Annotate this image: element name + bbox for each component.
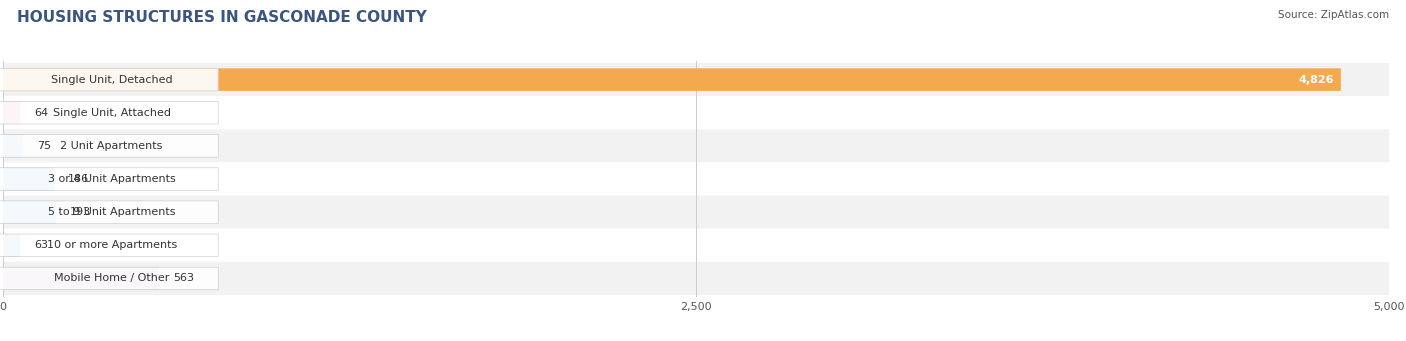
FancyBboxPatch shape — [3, 135, 24, 157]
FancyBboxPatch shape — [3, 102, 21, 124]
FancyBboxPatch shape — [3, 229, 1389, 262]
FancyBboxPatch shape — [0, 201, 218, 223]
FancyBboxPatch shape — [3, 196, 1389, 229]
Text: 63: 63 — [34, 240, 48, 250]
Text: 10 or more Apartments: 10 or more Apartments — [46, 240, 177, 250]
FancyBboxPatch shape — [3, 68, 1341, 91]
Text: 186: 186 — [69, 174, 90, 184]
FancyBboxPatch shape — [0, 267, 218, 290]
Text: 75: 75 — [38, 141, 52, 151]
FancyBboxPatch shape — [3, 63, 1389, 96]
Text: 5 to 9 Unit Apartments: 5 to 9 Unit Apartments — [48, 207, 176, 217]
Text: 563: 563 — [173, 273, 194, 283]
FancyBboxPatch shape — [3, 234, 20, 256]
FancyBboxPatch shape — [3, 162, 1389, 196]
Text: 2 Unit Apartments: 2 Unit Apartments — [60, 141, 163, 151]
Text: Mobile Home / Other: Mobile Home / Other — [53, 273, 169, 283]
FancyBboxPatch shape — [3, 96, 1389, 129]
FancyBboxPatch shape — [0, 102, 218, 124]
FancyBboxPatch shape — [3, 201, 56, 223]
FancyBboxPatch shape — [3, 168, 55, 190]
FancyBboxPatch shape — [0, 135, 218, 157]
FancyBboxPatch shape — [0, 168, 218, 190]
FancyBboxPatch shape — [3, 267, 159, 290]
Text: 4,826: 4,826 — [1299, 75, 1334, 85]
Text: 193: 193 — [70, 207, 91, 217]
FancyBboxPatch shape — [0, 234, 218, 256]
FancyBboxPatch shape — [3, 262, 1389, 295]
Text: HOUSING STRUCTURES IN GASCONADE COUNTY: HOUSING STRUCTURES IN GASCONADE COUNTY — [17, 10, 427, 25]
FancyBboxPatch shape — [3, 129, 1389, 162]
Text: 3 or 4 Unit Apartments: 3 or 4 Unit Apartments — [48, 174, 176, 184]
Text: Single Unit, Attached: Single Unit, Attached — [52, 108, 170, 118]
Text: Source: ZipAtlas.com: Source: ZipAtlas.com — [1278, 10, 1389, 20]
FancyBboxPatch shape — [0, 68, 218, 91]
Text: 64: 64 — [34, 108, 49, 118]
Text: Single Unit, Detached: Single Unit, Detached — [51, 75, 173, 85]
